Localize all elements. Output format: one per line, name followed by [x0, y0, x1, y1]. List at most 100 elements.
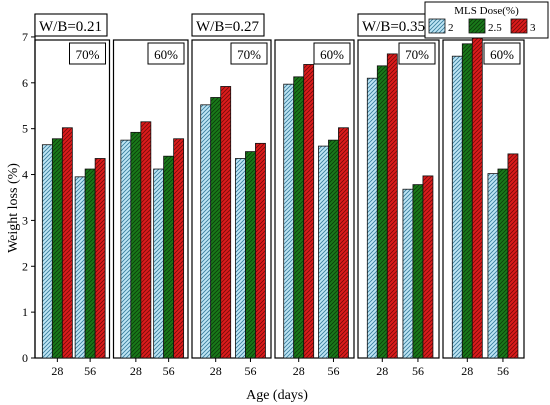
panel-70pct: 70% 28 56 [357, 39, 440, 378]
bar [140, 121, 152, 359]
y-axis-title: Weight loss (%) [6, 163, 21, 253]
panel-label-box [483, 42, 521, 65]
panel-label-box [398, 42, 436, 65]
panel-label: 70% [405, 47, 429, 62]
x-tick-label: 28 [51, 364, 63, 378]
x-tick-label: 56 [412, 364, 424, 378]
bar [422, 175, 434, 359]
bar [412, 184, 424, 359]
bar [220, 86, 232, 359]
bar [61, 127, 73, 359]
bar [497, 168, 509, 359]
legend-entry: 2.5 [468, 18, 502, 34]
bar [130, 131, 142, 359]
x-tick-label: 56 [327, 364, 339, 378]
legend-entry: 3 [510, 18, 536, 34]
panel-70pct: 70% 28 56 [191, 39, 272, 378]
panel-label: 60% [154, 47, 178, 62]
bar [41, 144, 53, 359]
bar [451, 55, 463, 359]
legend-label: 2 [448, 22, 454, 34]
group-label: W/B=0.35 [362, 19, 425, 35]
x-tick-label: 28 [210, 364, 222, 378]
y-tick-label: 2 [22, 259, 28, 273]
legend-swatch [428, 18, 446, 34]
bar [94, 158, 106, 359]
bar [318, 145, 329, 359]
x-tick-label: 56 [163, 364, 175, 378]
bar [507, 153, 519, 359]
group-label-box: W/B=0.35 [357, 13, 431, 37]
group-label-box: W/B=0.21 [34, 13, 108, 37]
y-tick-label: 3 [22, 213, 28, 227]
panel-60pct: 60% 28 56 [112, 39, 189, 378]
legend: MLS Dose(%)2 2.5 3 [424, 1, 549, 39]
bar [487, 173, 499, 359]
panel-label: 60% [320, 47, 344, 62]
panel-label: 60% [490, 47, 514, 62]
bar [74, 176, 86, 359]
panel-frame [357, 39, 440, 359]
bar [471, 31, 483, 359]
bar [386, 53, 398, 359]
x-tick-label: 56 [84, 364, 96, 378]
y-tick-label: 0 [22, 351, 28, 365]
bar [376, 65, 388, 359]
x-tick-label: 28 [293, 364, 305, 378]
legend-label: 3 [530, 22, 536, 34]
x-tick-label: 28 [130, 364, 142, 378]
bar [328, 139, 339, 359]
group-3: W/B=0.35 70% 28 56 60% 28 56 [357, 13, 525, 378]
panel-label-box [230, 42, 268, 65]
bar [200, 104, 212, 359]
bar [255, 142, 266, 359]
bar [338, 127, 349, 359]
bar [163, 155, 175, 359]
x-tick-label: 28 [376, 364, 388, 378]
bar [293, 76, 305, 359]
panel-label-box [69, 42, 106, 65]
panel-60pct: 60% 28 56 [274, 39, 355, 378]
y-tick-label: 6 [22, 76, 28, 90]
bar [153, 168, 165, 359]
panel-label: 70% [76, 47, 100, 62]
x-tick-label: 28 [461, 364, 473, 378]
x-axis-title: Age (days) [246, 388, 308, 403]
group-label-box: W/B=0.27 [191, 13, 265, 37]
legend-entry: 2 [428, 18, 454, 34]
panel-frame [442, 39, 525, 359]
group-label: W/B=0.27 [196, 19, 260, 35]
y-tick-label: 7 [22, 30, 28, 44]
y-tick-label: 4 [22, 168, 28, 182]
group-label: W/B=0.21 [39, 19, 102, 35]
panel-frame [274, 39, 355, 359]
panel-label-box [313, 42, 351, 65]
bar [402, 188, 414, 359]
panel-70pct: 70% 28 56 [34, 39, 111, 378]
panel-label: 70% [237, 47, 261, 62]
bar [173, 138, 185, 359]
group-1: W/B=0.21 70% 28 56 60% 28 56 [34, 13, 189, 378]
bar [51, 138, 63, 359]
bar [120, 139, 132, 359]
x-tick-label: 56 [497, 364, 509, 378]
bar [84, 168, 96, 359]
y-tick-label: 1 [22, 305, 28, 319]
bar [303, 64, 315, 359]
bar [210, 97, 222, 359]
bar [245, 151, 256, 359]
panel-label-box [147, 42, 185, 65]
bar [283, 83, 295, 359]
legend-label: 2.5 [488, 22, 502, 34]
panel-60pct: 60% 28 56 [442, 31, 525, 378]
bar [461, 43, 473, 359]
group-2: W/B=0.27 70% 28 56 60% 28 56 [191, 13, 355, 378]
y-tick-label: 5 [22, 122, 28, 136]
panel-frame [191, 39, 272, 359]
legend-title: MLS Dose(%) [454, 5, 519, 17]
bar [366, 77, 378, 359]
x-tick-label: 56 [244, 364, 256, 378]
legend-swatch [510, 18, 528, 34]
